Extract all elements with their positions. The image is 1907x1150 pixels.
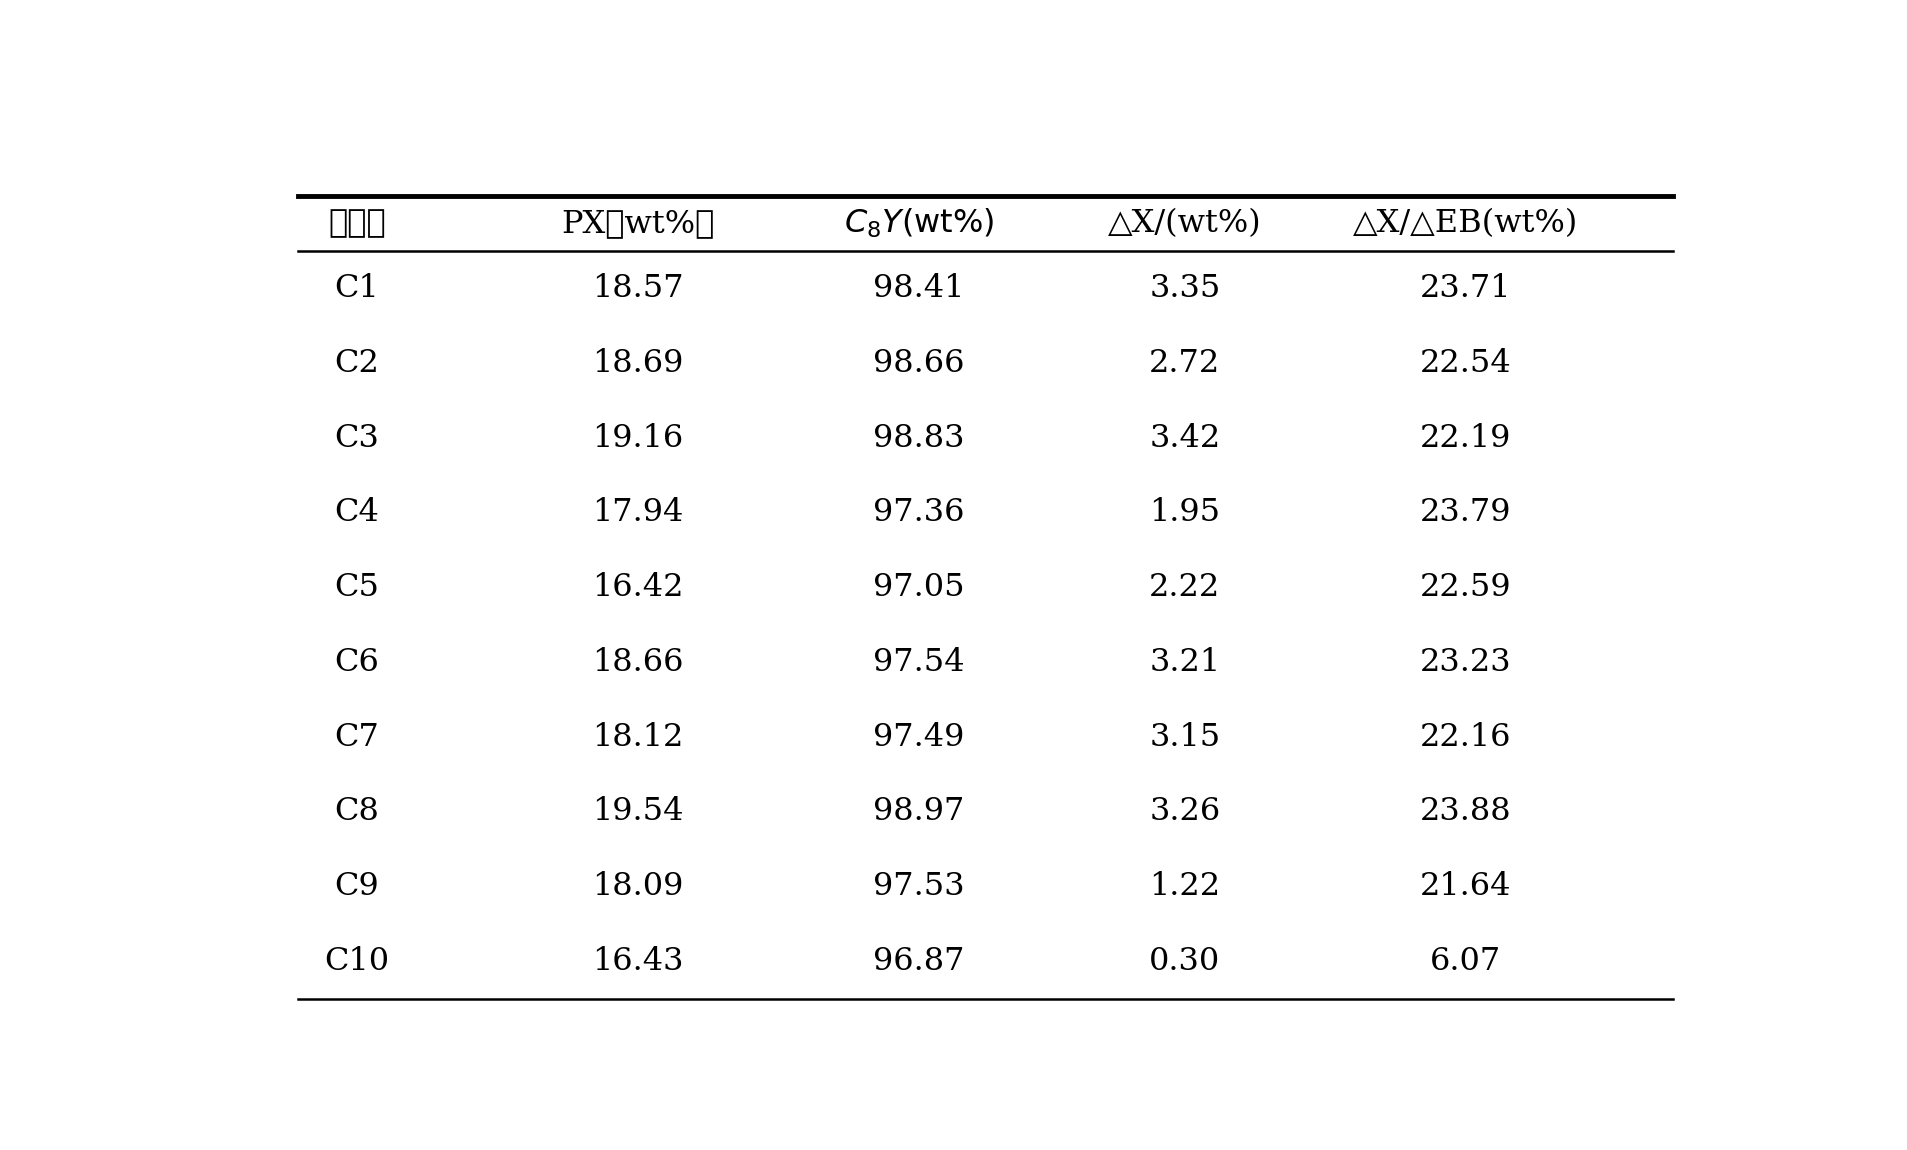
Text: C9: C9 bbox=[334, 871, 379, 902]
Text: 3.26: 3.26 bbox=[1148, 796, 1220, 827]
Text: 22.54: 22.54 bbox=[1419, 348, 1510, 380]
Text: 0.30: 0.30 bbox=[1148, 945, 1220, 976]
Text: 97.53: 97.53 bbox=[871, 871, 965, 902]
Text: C8: C8 bbox=[334, 796, 379, 827]
Text: 22.19: 22.19 bbox=[1419, 423, 1510, 454]
Text: 22.59: 22.59 bbox=[1419, 573, 1510, 603]
Text: 22.16: 22.16 bbox=[1419, 722, 1510, 752]
Text: C3: C3 bbox=[334, 423, 379, 454]
Text: C7: C7 bbox=[334, 722, 379, 752]
Text: C10: C10 bbox=[324, 945, 389, 976]
Text: 18.57: 18.57 bbox=[591, 274, 683, 305]
Text: 2.22: 2.22 bbox=[1148, 573, 1220, 603]
Text: 97.36: 97.36 bbox=[873, 498, 963, 528]
Text: 17.94: 17.94 bbox=[591, 498, 683, 528]
Text: 97.49: 97.49 bbox=[873, 722, 963, 752]
Text: 19.16: 19.16 bbox=[591, 423, 683, 454]
Text: C6: C6 bbox=[334, 647, 379, 677]
Text: 98.41: 98.41 bbox=[873, 274, 963, 305]
Text: 16.43: 16.43 bbox=[591, 945, 683, 976]
Text: 23.79: 23.79 bbox=[1419, 498, 1510, 528]
Text: 3.21: 3.21 bbox=[1148, 647, 1220, 677]
Text: 2.72: 2.72 bbox=[1148, 348, 1220, 380]
Text: 21.64: 21.64 bbox=[1419, 871, 1510, 902]
Text: 3.15: 3.15 bbox=[1148, 722, 1220, 752]
Text: 97.54: 97.54 bbox=[871, 647, 965, 677]
Text: 16.42: 16.42 bbox=[591, 573, 683, 603]
Text: C2: C2 bbox=[334, 348, 379, 380]
Text: $\mathit{C}_8\mathit{Y}(\mathrm{wt\%})$: $\mathit{C}_8\mathit{Y}(\mathrm{wt\%})$ bbox=[843, 207, 994, 240]
Text: 96.87: 96.87 bbox=[873, 945, 963, 976]
Text: C4: C4 bbox=[334, 498, 379, 528]
Text: 18.09: 18.09 bbox=[591, 871, 683, 902]
Text: 催化剂: 催化剂 bbox=[328, 208, 385, 239]
Text: 98.83: 98.83 bbox=[873, 423, 963, 454]
Text: 6.07: 6.07 bbox=[1430, 945, 1501, 976]
Text: 97.05: 97.05 bbox=[871, 573, 965, 603]
Text: 3.35: 3.35 bbox=[1148, 274, 1220, 305]
Text: 23.23: 23.23 bbox=[1419, 647, 1510, 677]
Text: 18.66: 18.66 bbox=[591, 647, 683, 677]
Text: 19.54: 19.54 bbox=[591, 796, 683, 827]
Text: 18.12: 18.12 bbox=[591, 722, 683, 752]
Text: 3.42: 3.42 bbox=[1148, 423, 1220, 454]
Text: △X/△EB(wt%): △X/△EB(wt%) bbox=[1352, 208, 1577, 239]
Text: 1.22: 1.22 bbox=[1148, 871, 1220, 902]
Text: C5: C5 bbox=[334, 573, 379, 603]
Text: PX（wt%）: PX（wt%） bbox=[561, 208, 713, 239]
Text: C1: C1 bbox=[334, 274, 379, 305]
Text: 23.71: 23.71 bbox=[1419, 274, 1510, 305]
Text: 1.95: 1.95 bbox=[1148, 498, 1220, 528]
Text: △X/(wt%): △X/(wt%) bbox=[1108, 208, 1261, 239]
Text: 23.88: 23.88 bbox=[1419, 796, 1510, 827]
Text: 98.66: 98.66 bbox=[873, 348, 963, 380]
Text: 98.97: 98.97 bbox=[873, 796, 963, 827]
Text: 18.69: 18.69 bbox=[591, 348, 683, 380]
